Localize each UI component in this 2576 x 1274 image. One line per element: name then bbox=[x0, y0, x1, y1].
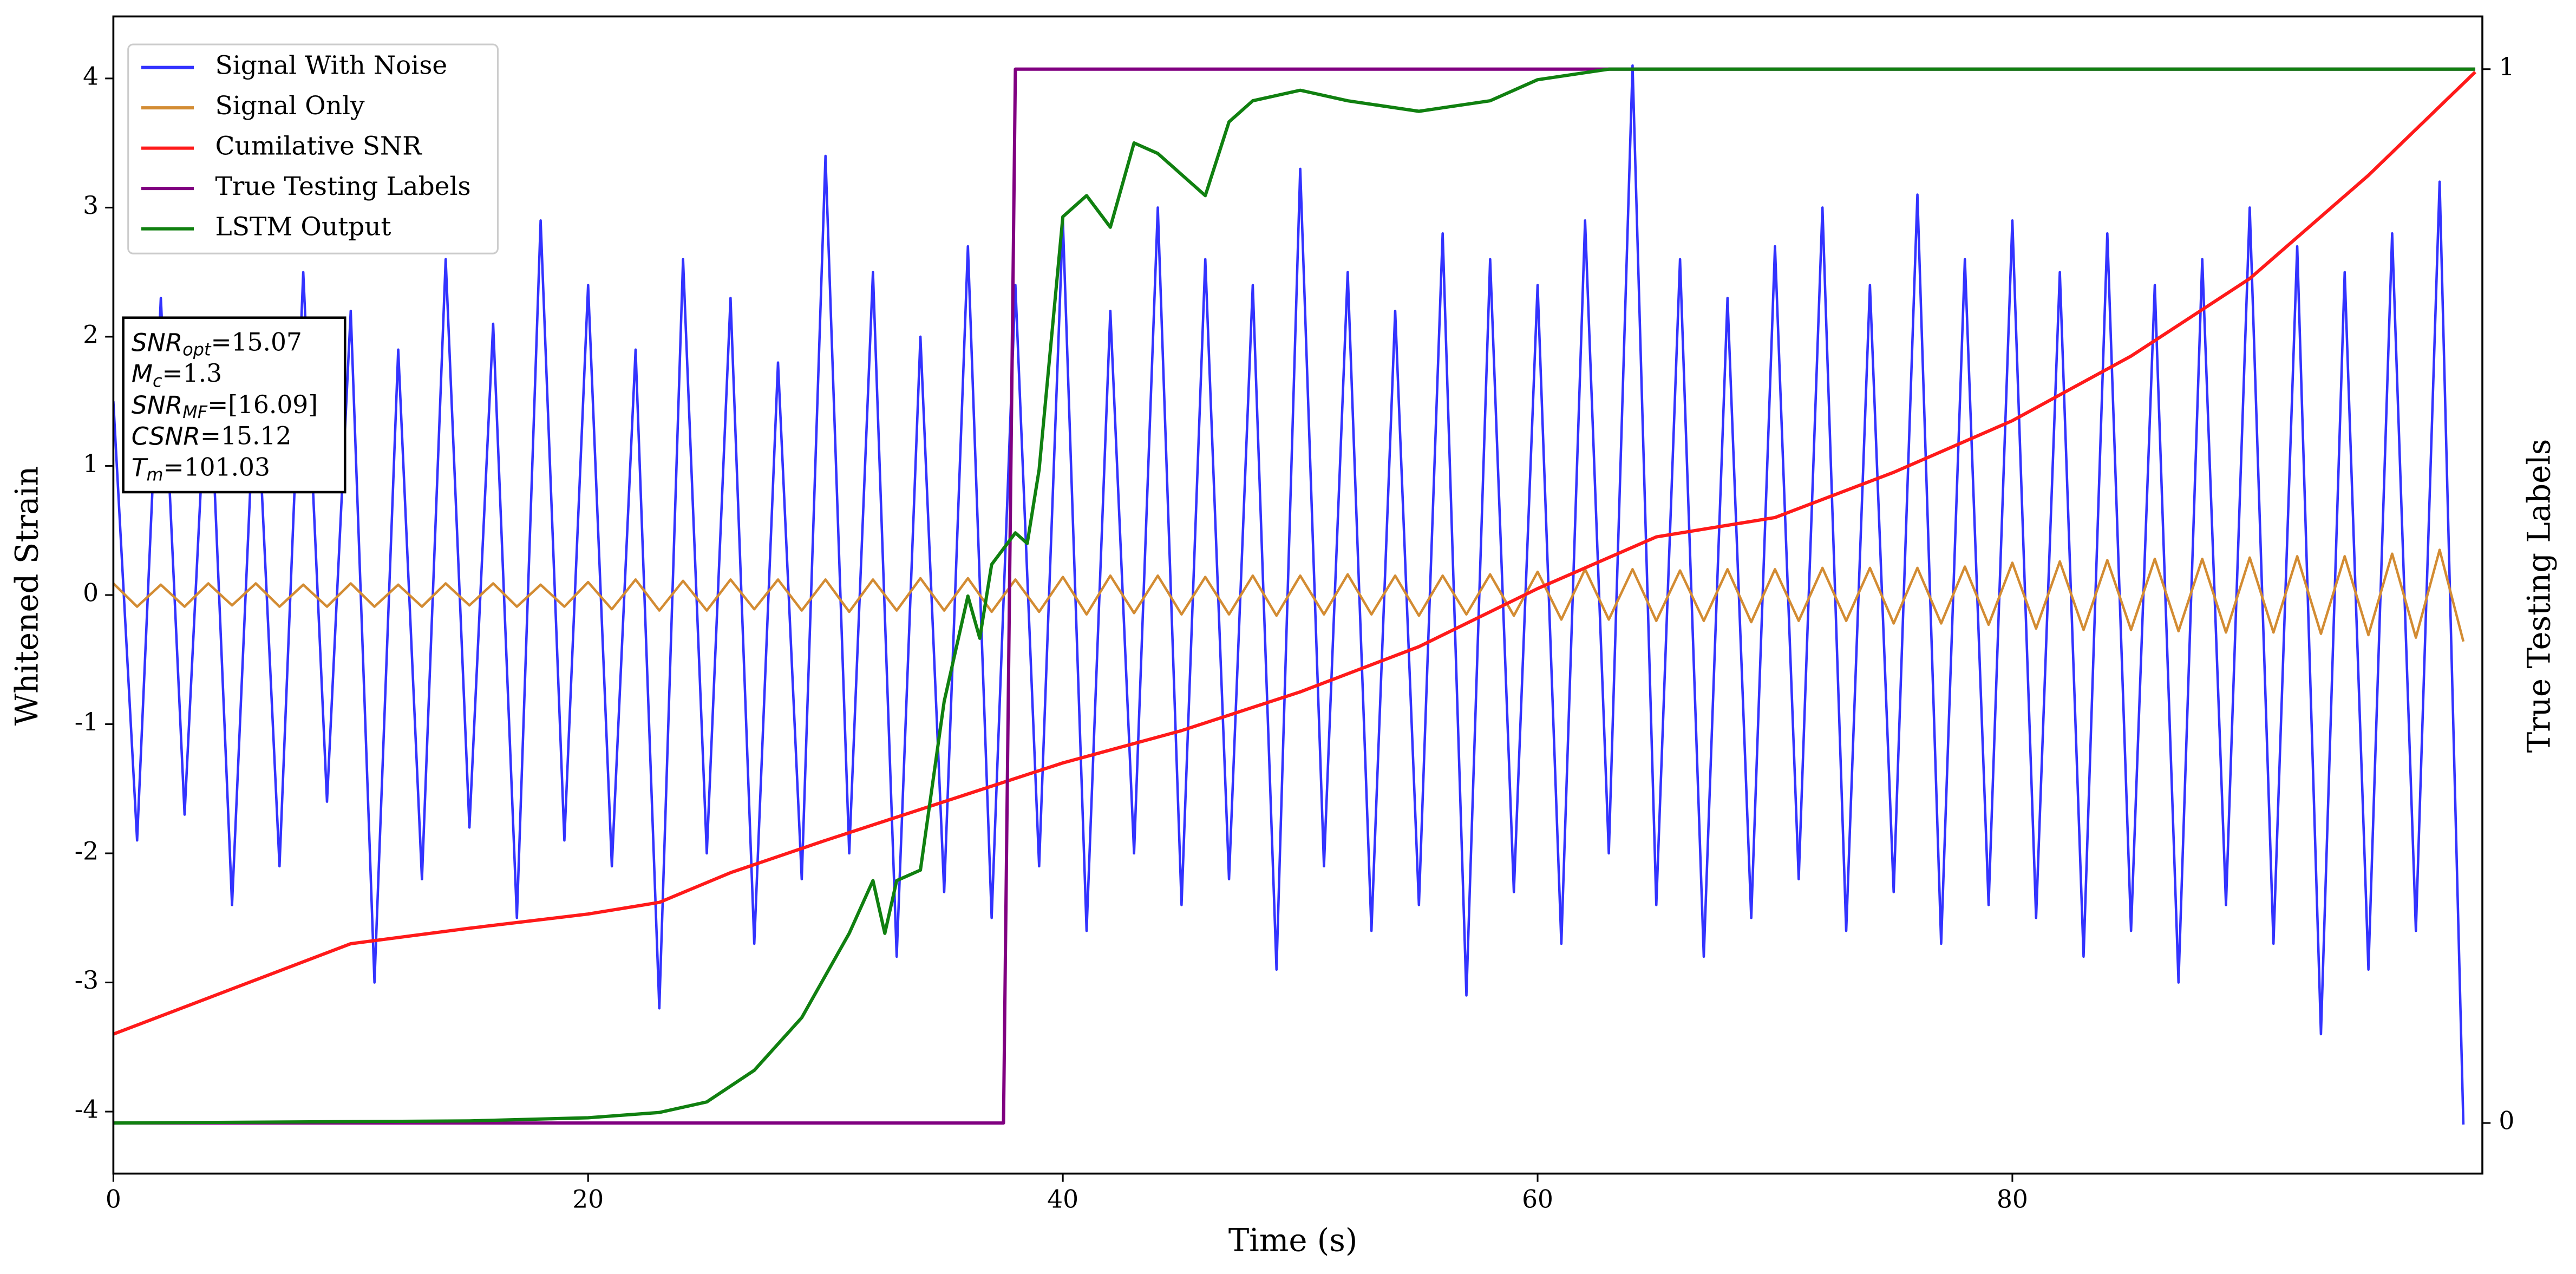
y-tick-label: 3 bbox=[83, 191, 99, 220]
legend-label: Signal Only bbox=[215, 91, 365, 121]
series-line bbox=[113, 548, 2465, 642]
annotation-name: CSNR bbox=[132, 422, 200, 450]
legend-label: Cumilative SNR bbox=[215, 132, 423, 161]
y2-axis-label: True Testing Labels bbox=[2520, 439, 2557, 753]
annotation-text: =101.03 bbox=[164, 453, 270, 481]
y2-tick-label: 1 bbox=[2499, 53, 2514, 81]
x-tick-label: 60 bbox=[1522, 1185, 1553, 1214]
series-line bbox=[113, 64, 2465, 1125]
annotation-line: SNRopt=15.07 bbox=[132, 328, 302, 360]
plot-area bbox=[113, 64, 2477, 1125]
y-tick-label: -3 bbox=[75, 966, 99, 995]
y-tick-label: 2 bbox=[83, 320, 99, 349]
legend-label: Signal With Noise bbox=[215, 51, 448, 81]
annotation-text: =1.3 bbox=[162, 359, 223, 388]
annotation-subscript: MF bbox=[182, 402, 207, 422]
annotation-subscript: opt bbox=[182, 339, 212, 360]
y-axis-label: Whitened Strain bbox=[9, 466, 45, 726]
series-line bbox=[113, 67, 2475, 1125]
y-tick-label: -2 bbox=[75, 837, 99, 865]
y-tick-label: 0 bbox=[83, 578, 99, 607]
legend-box bbox=[127, 43, 499, 254]
x-tick-label: 0 bbox=[106, 1185, 121, 1214]
y-tick-label: 4 bbox=[83, 62, 99, 90]
annotation-name: SNR bbox=[132, 390, 183, 419]
y-tick-label: 1 bbox=[83, 449, 99, 478]
legend-label: True Testing Labels bbox=[215, 172, 471, 201]
y-tick-label: -1 bbox=[75, 708, 99, 736]
y2-tick-label: 0 bbox=[2499, 1107, 2514, 1135]
annotation-name: M bbox=[132, 360, 153, 388]
annotation-line: Mc=1.3 bbox=[132, 359, 222, 391]
x-tick-label: 80 bbox=[1997, 1185, 2028, 1214]
annotation-name: SNR bbox=[132, 328, 183, 357]
x-tick-label: 40 bbox=[1047, 1185, 1078, 1214]
annotation-text: =15.07 bbox=[211, 328, 302, 356]
y-tick-label: -4 bbox=[75, 1095, 99, 1124]
x-axis-label: Time (s) bbox=[1228, 1221, 1358, 1258]
annotation-text: =15.12 bbox=[200, 421, 291, 450]
annotation-text: =[16.09] bbox=[207, 390, 318, 419]
annotation-name: T bbox=[132, 453, 148, 482]
annotation-subscript: m bbox=[147, 465, 164, 485]
annotation-box bbox=[122, 316, 346, 494]
annotation-subscript: c bbox=[153, 370, 162, 391]
legend-label: LSTM Output bbox=[215, 212, 391, 242]
annotation-line: Tm=101.03 bbox=[132, 453, 270, 485]
annotation-line: SNRMF=[16.09] bbox=[132, 390, 318, 422]
annotation-line: CSNR=15.12 bbox=[132, 421, 292, 450]
series-line bbox=[113, 70, 2477, 1036]
x-tick-label: 20 bbox=[572, 1185, 604, 1214]
